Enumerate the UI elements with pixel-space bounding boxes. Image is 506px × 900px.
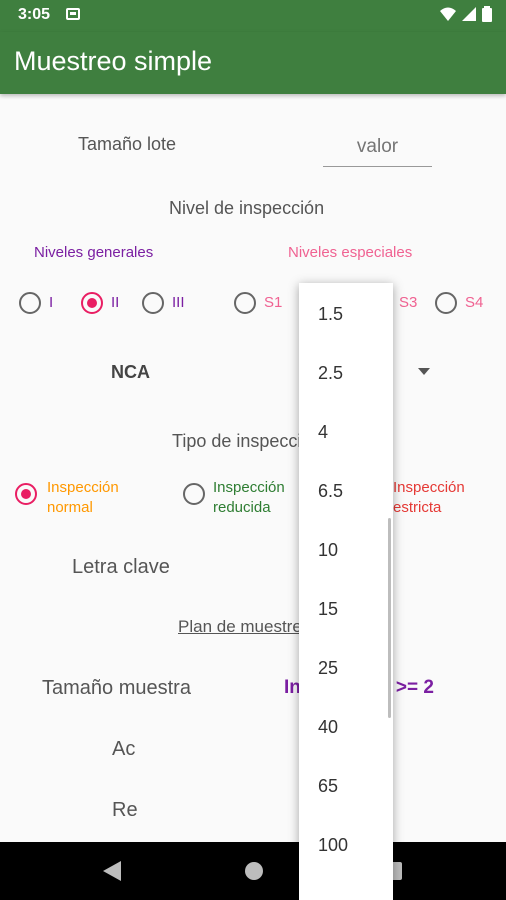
app-bar: Muestreo simple [0,32,506,94]
wifi-icon [440,7,456,21]
dropdown-option[interactable]: 65 [318,776,339,796]
dropdown-option[interactable]: 2.5 [318,363,344,383]
app-title: Muestreo simple [14,46,213,76]
nca-dropdown-popup: 1.5 2.5 4 6.5 10 15 25 40 65 100 [299,283,393,900]
status-bar: 3:05 [0,0,506,32]
home-icon[interactable] [244,861,264,881]
lote-input[interactable] [323,128,432,167]
radio-nivel-i[interactable] [19,292,41,314]
lote-label: Tamaño lote [78,134,177,154]
niveles-especiales-label: Niveles especiales [288,244,413,261]
nivel-title: Nivel de inspección [169,198,325,218]
tipo-title: Tipo de inspección [172,431,299,451]
niveles-generales-label: Niveles generales [34,244,154,261]
radio-nivel-s4[interactable] [435,292,457,314]
dropdown-option[interactable]: 25 [318,658,339,678]
dropdown-option[interactable]: 6.5 [318,481,344,501]
dropdown-scrollbar[interactable] [388,518,391,718]
inspeccion-reducida-label: Inspección reducida [213,479,285,516]
re-label: Re [112,799,138,821]
letra-clave-label: Letra clave [72,556,170,578]
inspeccion-normal-label: Inspección normal [47,479,119,516]
radio-nivel-s4-label: S4 [465,294,484,311]
dropdown-option[interactable]: 4 [318,422,329,442]
dropdown-option[interactable]: 40 [318,717,339,737]
radio-nivel-s1-label: S1 [264,294,283,311]
plan-title: Plan de muestreo [178,617,299,636]
battery-icon [482,6,492,22]
radio-nivel-ii[interactable] [81,292,103,314]
radio-nivel-iii-label: III [172,294,185,311]
dropdown-option[interactable]: 100 [318,835,349,855]
radio-nivel-iii[interactable] [142,292,164,314]
back-icon[interactable] [103,861,123,881]
main-content: Tamaño lote Nivel de inspección Niveles … [0,94,506,842]
inspeccion-estricta-label: Inspección estricta [393,479,465,516]
ac-label: Ac [112,738,136,760]
radio-nivel-s3-label: S3 [399,294,418,311]
radio-inspeccion-reducida[interactable] [183,483,205,505]
dropdown-option[interactable]: 10 [318,540,339,560]
radio-inspeccion-normal[interactable] [15,483,37,505]
nca-label: NCA [111,362,150,382]
notification-icon [66,8,80,20]
nav-bar [0,842,506,900]
dropdown-option[interactable]: 1.5 [318,304,344,324]
radio-nivel-i-label: I [49,294,54,311]
radio-nivel-s1[interactable] [234,292,256,314]
signal-icon [462,7,476,21]
radio-nivel-ii-label: II [111,294,120,311]
nca-dropdown-arrow-icon[interactable] [418,368,430,375]
dropdown-option[interactable]: 15 [318,599,339,619]
status-time: 3:05 [18,6,51,23]
tamano-muestra-label: Tamaño muestra [42,677,191,699]
